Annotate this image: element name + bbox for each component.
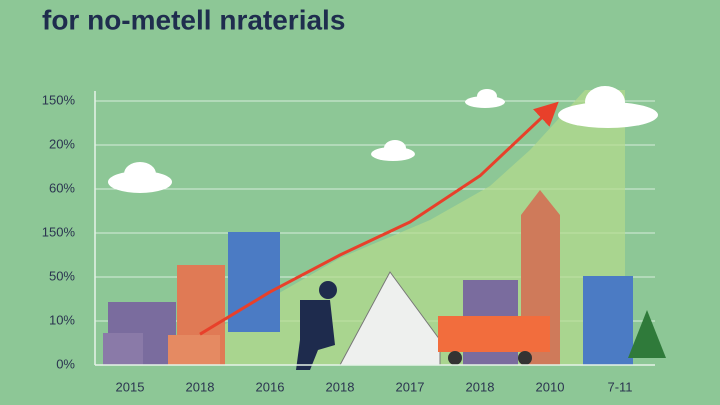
- line: [199, 101, 559, 336]
- y-tick-label: 20%: [49, 136, 75, 151]
- y-tick-label: 0%: [56, 356, 75, 371]
- y-tick-label: 50%: [49, 268, 75, 283]
- illustration: [103, 86, 666, 370]
- x-tick-label: 2018: [326, 379, 355, 394]
- x-tick-label: 2018: [186, 379, 215, 394]
- y-tick-label: 150%: [42, 92, 76, 107]
- x-tick-label: 2018: [466, 379, 495, 394]
- y-tick-label: 150%: [42, 224, 76, 239]
- x-tick-label: 7-11: [607, 379, 632, 394]
- x-tick-label: 2017: [396, 379, 425, 394]
- y-tick-label: 10%: [49, 312, 75, 327]
- x-tick-label: 2010: [536, 379, 565, 394]
- x-tick-label: 2015: [116, 379, 145, 394]
- x-tick-label: 2016: [256, 379, 285, 394]
- chart-title: for no-metell nraterials: [42, 4, 345, 35]
- y-tick-label: 60%: [49, 180, 75, 195]
